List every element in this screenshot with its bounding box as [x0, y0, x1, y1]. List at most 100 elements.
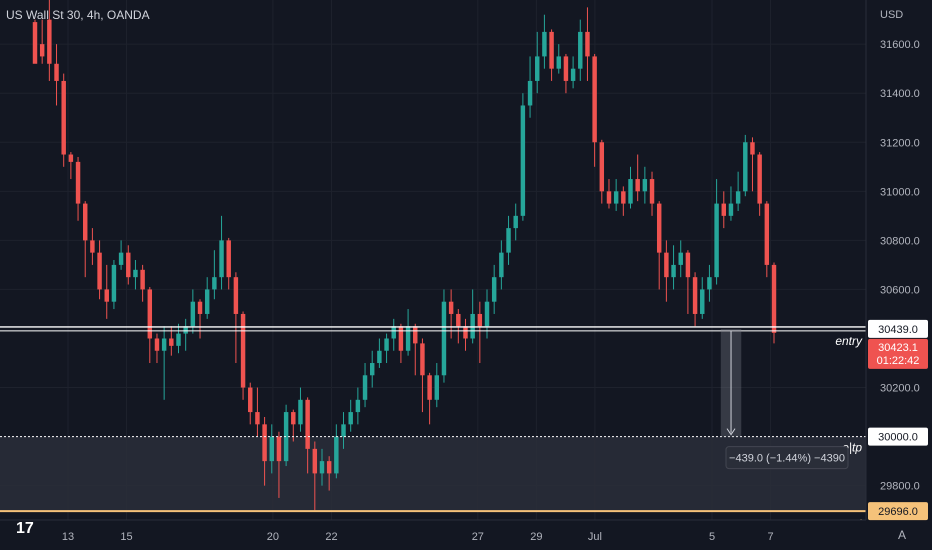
candle-body [499, 252, 504, 278]
candle-body [154, 338, 160, 351]
candle-body [61, 80, 66, 155]
price-tick-label: 30800.0 [880, 235, 920, 247]
candle-body [312, 448, 318, 474]
candle-body [735, 191, 741, 204]
target-zone-rect [0, 436, 866, 512]
candle-body [721, 203, 727, 216]
candle-body [434, 375, 440, 400]
candle-body [54, 63, 59, 81]
candle-body [291, 412, 296, 425]
candle-body [233, 277, 239, 314]
level-price-tag [868, 427, 928, 446]
candle-body [556, 56, 561, 69]
candle-body [535, 56, 540, 81]
candle-body [283, 412, 289, 462]
candle-body [506, 228, 511, 253]
price-axis[interactable]: 31600.0 31400.0 31200.0 31000.0 30800.0 30600… [880, 39, 920, 493]
price-tick-label: 29800.0 [880, 481, 920, 493]
candle-body [341, 424, 346, 437]
candle-body [728, 203, 734, 216]
candle-body [570, 68, 576, 81]
time-tick-label: 27 [472, 531, 484, 543]
candle-body [147, 289, 153, 339]
candle-body [563, 56, 569, 81]
candle-body [190, 301, 196, 327]
candle-body [592, 56, 597, 143]
time-tick-label: 5 [709, 531, 715, 543]
candle-body [212, 277, 217, 290]
candle-body [133, 269, 138, 278]
time-tick-label: 7 [767, 531, 773, 543]
candle-body [700, 289, 705, 314]
entry-label: entry [835, 334, 863, 348]
candle-body [413, 326, 418, 344]
candle-body [613, 191, 619, 204]
candle-body [714, 203, 719, 278]
candle-body [678, 252, 683, 265]
candle-body [39, 44, 45, 57]
measure-tool: −439.0 (−1.44%) −4390 [720, 328, 849, 470]
candle-body [463, 326, 468, 339]
candle-body [764, 203, 770, 265]
candle-body [405, 326, 411, 351]
candle-body [47, 19, 52, 64]
candle-body [384, 338, 389, 351]
candle-body [441, 301, 447, 376]
last-price-value: 30423.1 [878, 342, 918, 354]
candle-body [276, 436, 282, 462]
auto-scale-button[interactable]: A [898, 528, 907, 542]
candle-body [161, 338, 167, 351]
candle-body [427, 375, 432, 400]
candle-body [319, 461, 325, 474]
candle-body [32, 22, 38, 64]
currency-label: USD [880, 9, 903, 21]
level-price-tag [868, 319, 928, 338]
candle-body [118, 252, 124, 265]
candle-body [656, 203, 662, 253]
candle-body [743, 142, 748, 192]
level-price-tag-text: 30439.0 [878, 324, 918, 336]
candle-body [169, 338, 174, 346]
time-axis[interactable]: 13 15 20 22 27 29 Jul 5 7 [62, 531, 774, 543]
candle-body [377, 350, 382, 364]
candle-body [111, 264, 117, 302]
time-axis-background [0, 520, 932, 550]
candle-body [104, 289, 109, 302]
price-tick-label: 31600.0 [880, 39, 920, 51]
measure-label: −439.0 (−1.44%) −4390 [729, 453, 845, 465]
candle-body [262, 424, 267, 462]
candle-body [183, 326, 188, 334]
candle-body [635, 179, 640, 192]
candle-body [240, 313, 246, 388]
candle-body [391, 326, 396, 339]
candle-body [606, 191, 612, 204]
time-tick-label: 22 [325, 531, 337, 543]
time-tick-label: Jul [588, 531, 602, 543]
measure-arrow-head [726, 428, 736, 436]
candle-body [621, 191, 626, 204]
price-tick-label: 31400.0 [880, 88, 920, 100]
tradingview-logo[interactable]: 17 [16, 520, 34, 537]
candle-body [97, 252, 102, 290]
candle-body [219, 240, 224, 278]
symbol-title[interactable]: US Wall St 30, 4h, OANDA [6, 8, 150, 22]
candle-body [520, 105, 526, 216]
target-zone [0, 436, 866, 512]
time-tick-label: 15 [120, 531, 132, 543]
level-price-tag [868, 502, 928, 521]
candle-body [542, 31, 547, 57]
candle-body [527, 80, 533, 106]
candle-body [707, 277, 712, 290]
candle-body [578, 31, 583, 69]
candle-body [348, 412, 353, 425]
candle-body [750, 142, 755, 155]
candle-body [355, 399, 361, 413]
price-tags: 30439.0 30000.0 29696.0 30423.101:22:42 [868, 319, 928, 521]
candle-body [685, 252, 691, 278]
price-tick-label: 31200.0 [880, 137, 920, 149]
candle-body [642, 179, 648, 192]
last-price-countdown: 01:22:42 [877, 355, 920, 367]
candle-body [248, 387, 253, 413]
candle-body [82, 203, 88, 241]
